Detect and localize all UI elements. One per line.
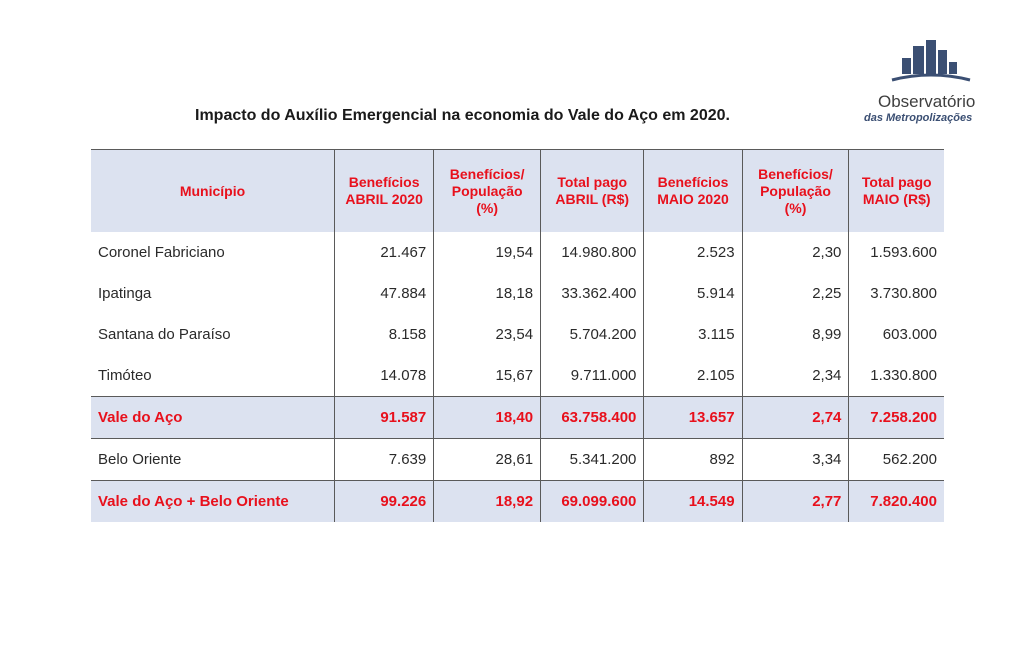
table-row: Timóteo 14.078 15,67 9.711.000 2.105 2,3…: [91, 355, 944, 397]
cell-municipio: Vale do Aço + Belo Oriente: [91, 480, 335, 522]
cell-total-maio: 562.200: [848, 438, 944, 481]
header-beneficios-populacao-maio: Benefícios/ População (%): [741, 149, 849, 232]
cell-beneficios-abril: 8.158: [333, 314, 434, 355]
cell-beneficios-abril: 14.078: [333, 355, 434, 397]
cell-total-maio: 7.820.400: [848, 480, 944, 522]
auxilio-table: Município Benefícios ABRIL 2020 Benefíci…: [91, 149, 944, 522]
cell-pct-maio: 2,34: [741, 355, 849, 397]
header-municipio: Município: [91, 149, 335, 232]
cell-total-abril: 9.711.000: [540, 355, 644, 397]
cell-total-maio: 1.593.600: [848, 232, 944, 273]
header-beneficios-abril: Benefícios ABRIL 2020: [333, 149, 434, 232]
cell-pct-abril: 18,92: [433, 480, 541, 522]
logo-name: Observatório: [878, 92, 976, 111]
cell-total-abril: 14.980.800: [540, 232, 644, 273]
cell-beneficios-maio: 892: [643, 438, 743, 481]
table-row: Santana do Paraíso 8.158 23,54 5.704.200…: [91, 314, 944, 355]
cell-beneficios-maio: 5.914: [643, 273, 743, 314]
cell-municipio: Ipatinga: [98, 285, 152, 302]
cell-beneficios-maio: 2.523: [643, 232, 743, 273]
table-header-row: Município Benefícios ABRIL 2020 Benefíci…: [91, 149, 944, 232]
cell-pct-maio: 2,30: [741, 232, 849, 273]
cell-pct-abril: 15,67: [433, 355, 541, 397]
logo-subtitle: das Metropolizações: [864, 112, 973, 124]
header-beneficios-populacao-abril: Benefícios/ População (%): [433, 149, 541, 232]
cell-municipio: Coronel Fabriciano: [98, 244, 225, 261]
page-title: Impacto do Auxílio Emergencial na econom…: [195, 107, 730, 124]
cell-beneficios-maio: 3.115: [643, 314, 743, 355]
cell-pct-maio: 2,74: [741, 396, 849, 439]
cell-total-abril: 33.362.400: [540, 273, 644, 314]
cell-total-abril: 69.099.600: [540, 480, 644, 522]
cell-pct-maio: 2,77: [741, 480, 849, 522]
header-beneficios-maio: Benefícios MAIO 2020: [643, 149, 743, 232]
cell-beneficios-abril: 21.467: [333, 232, 434, 273]
observatorio-logo: Observatório das Metropolizações: [858, 36, 1008, 131]
cell-pct-maio: 3,34: [741, 438, 849, 481]
cell-municipio: Santana do Paraíso: [98, 326, 231, 343]
table-row: Ipatinga 47.884 18,18 33.362.400 5.914 2…: [91, 273, 944, 314]
cell-total-maio: 603.000: [848, 314, 944, 355]
cell-total-maio: 3.730.800: [848, 273, 944, 314]
cell-beneficios-maio: 13.657: [643, 396, 743, 439]
cell-pct-abril: 18,40: [433, 396, 541, 439]
cell-pct-maio: 2,25: [741, 273, 849, 314]
cell-municipio: Timóteo: [98, 367, 152, 384]
table-total-row: Vale do Aço + Belo Oriente 99.226 18,92 …: [91, 480, 944, 522]
header-total-pago-abril: Total pago ABRIL (R$): [540, 149, 644, 232]
cell-pct-abril: 23,54: [433, 314, 541, 355]
cell-pct-abril: 18,18: [433, 273, 541, 314]
skyline-logo-icon: [891, 40, 971, 82]
table-total-row: Vale do Aço 91.587 18,40 63.758.400 13.6…: [91, 396, 944, 439]
table-row: Belo Oriente 7.639 28,61 5.341.200 892 3…: [91, 438, 944, 481]
cell-pct-abril: 19,54: [433, 232, 541, 273]
cell-total-abril: 5.704.200: [540, 314, 644, 355]
cell-beneficios-maio: 2.105: [643, 355, 743, 397]
cell-total-maio: 1.330.800: [848, 355, 944, 397]
table-row: Coronel Fabriciano 21.467 19,54 14.980.8…: [91, 232, 944, 273]
cell-total-abril: 5.341.200: [540, 438, 644, 481]
cell-beneficios-abril: 99.226: [333, 480, 434, 522]
cell-beneficios-abril: 91.587: [333, 396, 434, 439]
cell-pct-abril: 28,61: [433, 438, 541, 481]
cell-total-abril: 63.758.400: [540, 396, 644, 439]
cell-municipio: Belo Oriente: [91, 438, 335, 481]
cell-beneficios-maio: 14.549: [643, 480, 743, 522]
cell-pct-maio: 8,99: [741, 314, 849, 355]
cell-municipio: Vale do Aço: [91, 396, 335, 439]
cell-beneficios-abril: 47.884: [333, 273, 434, 314]
cell-total-maio: 7.258.200: [848, 396, 944, 439]
cell-beneficios-abril: 7.639: [333, 438, 434, 481]
header-total-pago-maio: Total pago MAIO (R$): [848, 149, 944, 232]
